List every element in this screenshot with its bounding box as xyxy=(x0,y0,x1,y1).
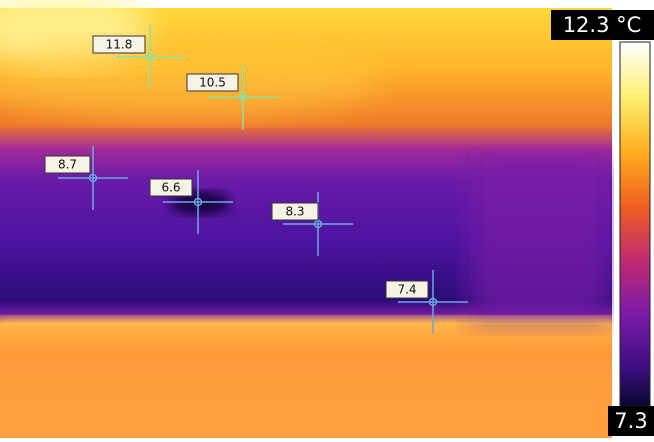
spot-label: 8.3 xyxy=(285,205,304,219)
color-scale-bar xyxy=(619,41,651,407)
crosshair-center xyxy=(193,197,203,207)
spot-label: 7.4 xyxy=(397,283,416,297)
edge-highlight xyxy=(0,316,612,324)
max-label-box xyxy=(551,10,654,40)
crosshair-center xyxy=(238,92,248,102)
spot-label-box xyxy=(271,202,319,221)
crosshair-center xyxy=(88,173,98,183)
scale-max-label: 12.3 °C xyxy=(563,13,642,37)
wall-area xyxy=(470,160,610,320)
spot-label-box xyxy=(385,280,429,299)
spot-label: 11.8 xyxy=(106,38,133,52)
crosshair-center xyxy=(428,297,438,307)
min-label-box xyxy=(608,406,654,436)
spot-label: 6.6 xyxy=(161,181,180,195)
spot-label: 8.7 xyxy=(58,158,77,172)
spot-label-box xyxy=(149,178,193,197)
scale-min-label: 7.3 xyxy=(614,409,647,433)
spot-label-box xyxy=(92,35,146,54)
crosshair-center xyxy=(145,52,155,62)
spot-label: 10.5 xyxy=(199,76,226,90)
cold-spot xyxy=(170,191,230,215)
spot-label-box xyxy=(186,73,239,92)
spot-label-box xyxy=(44,155,91,174)
